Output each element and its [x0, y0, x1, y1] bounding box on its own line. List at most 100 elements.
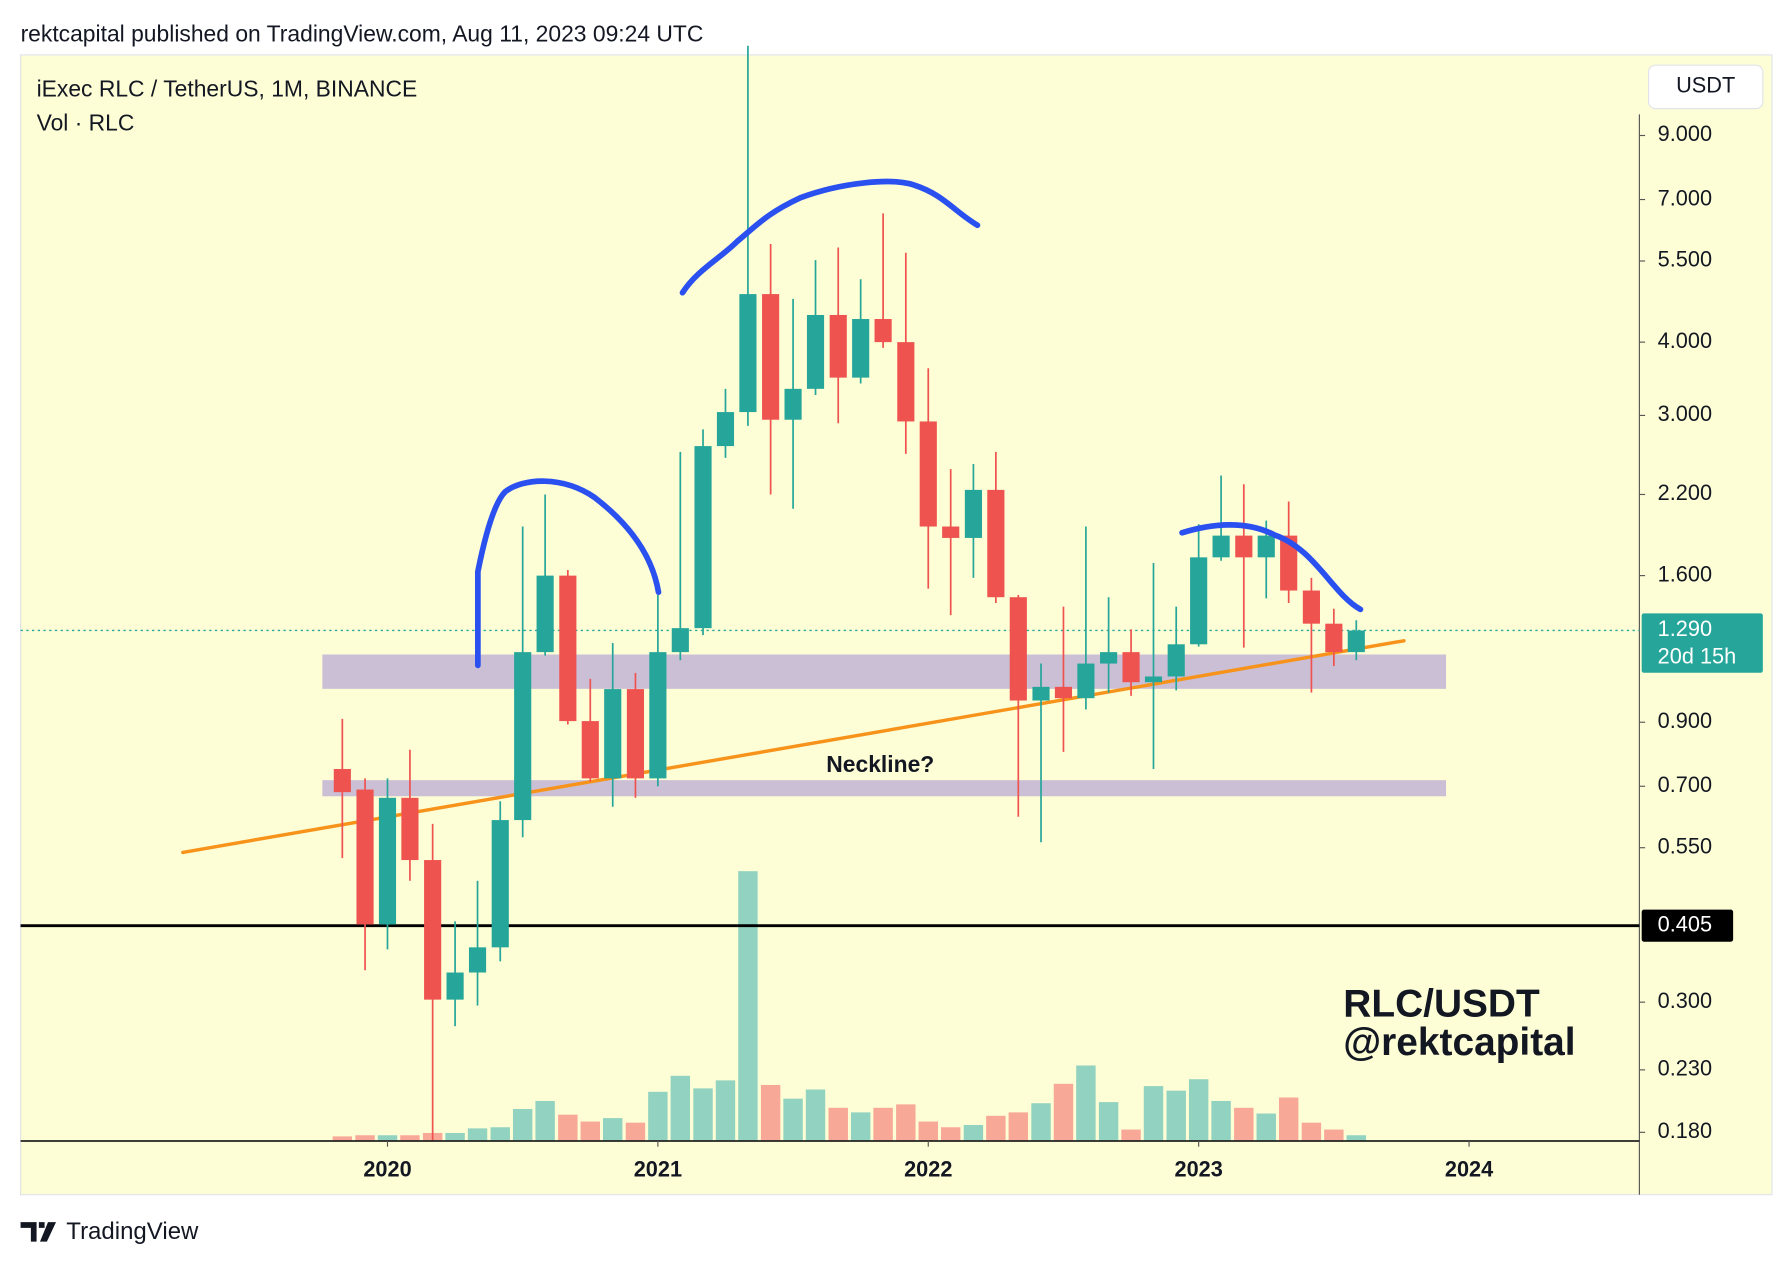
candle-body	[378, 797, 397, 925]
publisher-line: rektcapital published on TradingView.com…	[21, 20, 704, 46]
volume-bar	[490, 1127, 510, 1141]
candle-body	[987, 489, 1005, 598]
candle-body	[1144, 676, 1163, 683]
drawing-arc	[1179, 522, 1364, 613]
price-label-box	[1641, 909, 1734, 942]
volume-bar	[738, 871, 758, 1141]
price-label: 1.290	[1658, 616, 1712, 641]
candle-body	[1190, 557, 1208, 645]
volume-bar	[1278, 1097, 1299, 1141]
x-tick-label: 2021	[634, 1156, 682, 1181]
y-tick-label: 5.500	[1658, 247, 1712, 272]
volume-bar	[963, 1124, 984, 1141]
price-label-box	[1641, 613, 1763, 673]
watermark: @rektcapital	[1343, 1021, 1575, 1064]
candle-body	[559, 575, 577, 722]
volume-bar	[873, 1107, 893, 1141]
y-tick-label: 0.700	[1658, 772, 1712, 797]
volume-bar	[1234, 1107, 1254, 1141]
volume-bar	[715, 1080, 736, 1141]
tradingview-logo	[20, 1222, 57, 1242]
x-tick-label: 2024	[1445, 1156, 1493, 1181]
candle-body	[401, 797, 419, 861]
candle-body	[536, 575, 554, 653]
volume-bar	[1346, 1135, 1367, 1141]
volume-bar	[693, 1088, 713, 1141]
candle-body	[356, 789, 374, 925]
candle-body	[1280, 535, 1298, 591]
y-tick-label: 0.300	[1658, 988, 1712, 1013]
y-tick-label: 0.180	[1658, 1118, 1712, 1143]
candle-body	[942, 526, 960, 538]
volume-bar	[828, 1107, 848, 1141]
volume-title: Vol · RLC	[37, 110, 135, 136]
volume-bar	[670, 1075, 691, 1141]
volume-bar	[1121, 1129, 1141, 1141]
candle-body	[897, 342, 915, 422]
candle-body	[604, 689, 622, 779]
volume-bar	[445, 1132, 465, 1141]
volume-bar	[467, 1128, 488, 1141]
candle-body	[424, 860, 442, 1000]
candle-body	[671, 628, 689, 653]
volume-bar	[1211, 1100, 1231, 1141]
annotation: Neckline?	[826, 751, 934, 777]
candle-body	[1100, 652, 1118, 664]
chart-pane	[20, 54, 1773, 1196]
volume-bar	[940, 1127, 961, 1141]
volume-bar	[805, 1089, 826, 1141]
candle-body	[784, 388, 802, 420]
y-tick-label: 0.550	[1658, 833, 1712, 858]
candle-body	[762, 294, 780, 420]
candle-body	[1235, 535, 1253, 558]
currency-label[interactable]: USDT	[1676, 73, 1735, 98]
volume-bar	[648, 1091, 668, 1141]
volume-bar	[1256, 1113, 1276, 1141]
y-tick-label: 9.000	[1658, 121, 1712, 146]
candle-body	[806, 314, 825, 389]
volume-bar	[1008, 1112, 1029, 1141]
candle-body	[1077, 663, 1095, 699]
candle-body	[468, 947, 487, 973]
currency-button[interactable]	[1647, 64, 1764, 110]
price-label: 0.405	[1658, 911, 1712, 936]
candle-body	[694, 446, 712, 629]
volume-bar	[603, 1118, 623, 1141]
volume-bar	[1031, 1103, 1051, 1141]
candle-body	[491, 820, 509, 948]
volume-bar	[783, 1098, 803, 1141]
volume-bar	[986, 1115, 1006, 1141]
candle-body	[919, 421, 937, 527]
volume-bar	[558, 1114, 578, 1141]
candle-body	[1257, 535, 1275, 558]
volume-bar	[918, 1121, 938, 1141]
x-tick-label: 2020	[363, 1156, 411, 1181]
candle-body	[1009, 597, 1027, 701]
volume-bar	[1324, 1129, 1344, 1141]
zone	[322, 780, 1447, 797]
countdown-label: 20d 15h	[1658, 644, 1737, 669]
volume-bar	[760, 1084, 781, 1141]
volume-bar	[1076, 1065, 1096, 1141]
candle-body	[446, 972, 464, 1000]
candle-body	[1325, 623, 1343, 653]
volume-bar	[512, 1108, 533, 1141]
watermark: RLC/USDT	[1343, 982, 1540, 1025]
volume-bar	[400, 1135, 420, 1141]
drawing-arc	[475, 478, 662, 669]
candle-body	[514, 652, 532, 821]
candle-body	[874, 319, 892, 343]
candle-body	[1032, 686, 1050, 701]
volume-bar	[1188, 1079, 1209, 1141]
candle-body	[1122, 652, 1140, 683]
y-tick-label: 7.000	[1658, 185, 1712, 210]
volume-bar	[625, 1122, 646, 1141]
volume-bar	[850, 1112, 871, 1141]
volume-bar	[896, 1104, 916, 1141]
volume-bar	[1053, 1083, 1074, 1141]
footer-brand: TradingView	[66, 1218, 199, 1245]
volume-bar	[1143, 1086, 1164, 1141]
volume-bar	[332, 1136, 353, 1141]
candle-body	[333, 769, 351, 793]
